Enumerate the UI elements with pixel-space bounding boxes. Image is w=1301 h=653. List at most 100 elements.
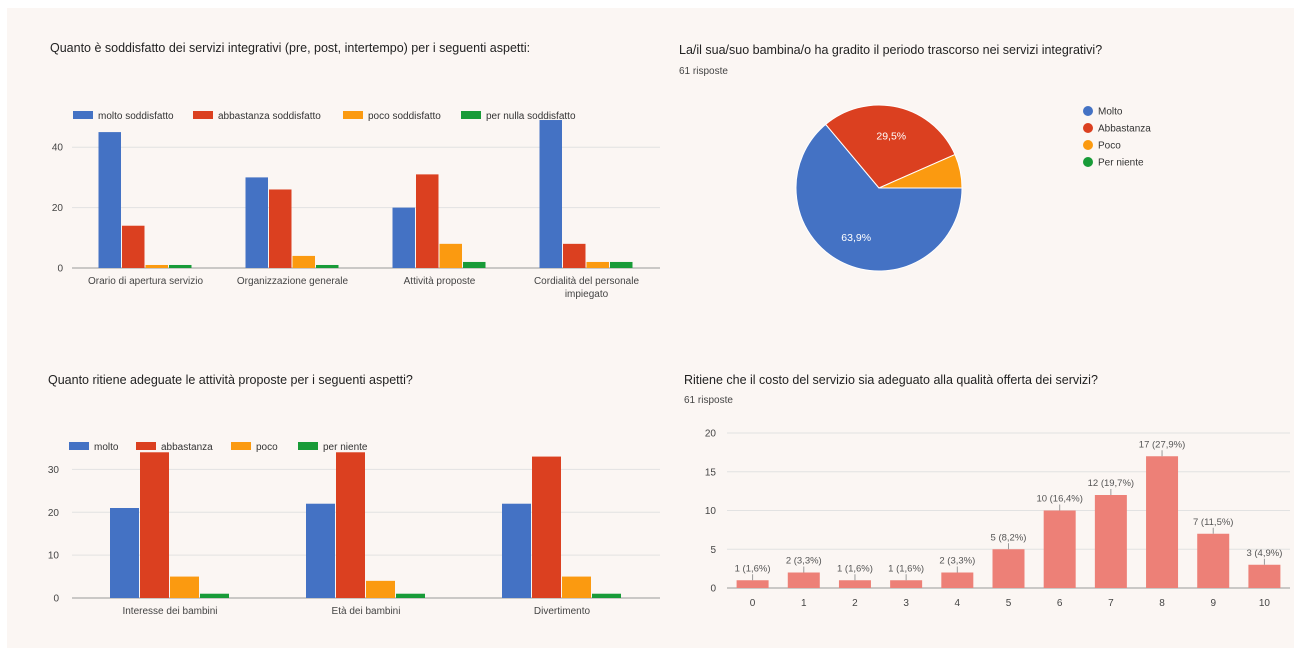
bar [1146,456,1179,588]
bar [586,261,609,268]
x-tick-label: 3 [903,598,909,609]
y-tick-label: 20 [52,203,64,214]
legend-label: molto soddisfatto [98,111,174,122]
bar [1094,495,1127,588]
x-tick-label: 2 [852,598,858,609]
x-tick-label: 9 [1210,598,1216,609]
bar [502,503,531,598]
bar [1043,510,1076,588]
x-tick-label: 1 [801,598,807,609]
legend-label: molto [94,442,119,453]
bar [306,503,335,598]
legend-dot [1083,157,1093,167]
data-label: 7 (11,5%) [1193,517,1233,528]
data-label: 12 (19,7%) [1088,478,1134,489]
legend-swatch [136,442,156,450]
chart-cost-subtitle: 61 risposte [684,395,733,406]
bar [787,572,820,588]
chart-activities-title: Quanto ritiene adeguate le attività prop… [48,373,413,387]
x-tick-label: 7 [1108,598,1114,609]
legend-label: abbastanza soddisfatto [218,111,321,122]
bar [98,132,121,268]
data-label: 1 (1,6%) [837,563,873,574]
bar [532,456,561,598]
x-tick-label: 5 [1006,598,1012,609]
legend-label: poco soddisfatto [368,111,441,122]
x-tick-label: 8 [1159,598,1165,609]
y-tick-label: 20 [705,429,717,440]
bar [245,177,268,268]
chart-satisfaction: Quanto è soddisfatto dei servizi integra… [50,41,660,300]
legend-label: per nulla soddisfatto [486,111,576,122]
bar [170,576,199,598]
legend-swatch [461,111,481,119]
data-label: 1 (1,6%) [735,563,771,574]
bar [941,572,974,588]
bar [838,580,871,588]
legend-label: Molto [1098,107,1123,118]
x-tick-label: Orario di apertura servizio [88,276,203,287]
bar [110,508,139,598]
x-tick-label: Attività proposte [404,276,476,287]
legend-dot [1083,140,1093,150]
x-tick-label: Organizzazione generale [237,276,349,287]
chart-cost: Ritiene che il costo del servizio sia ad… [684,373,1290,609]
bar [1248,564,1281,588]
x-tick-label: Età dei bambini [332,606,401,617]
legend-swatch [73,111,93,119]
bar [416,174,439,268]
x-tick-label: impiegato [565,289,609,300]
y-tick-label: 10 [705,506,717,517]
data-label: 1 (1,6%) [888,563,924,574]
pie-slice [878,153,963,189]
legend-label: Per niente [1098,158,1144,169]
bar [610,261,633,268]
data-label: 3 (4,9%) [1246,548,1282,559]
legend-swatch [69,442,89,450]
chart-satisfaction-title: Quanto è soddisfatto dei servizi integra… [50,41,530,55]
pie-slice-label: 63,9% [841,232,871,244]
legend-swatch [193,111,213,119]
bar [592,593,621,598]
bar [1197,533,1230,588]
legend-swatch [231,442,251,450]
data-label: 17 (27,9%) [1139,439,1185,450]
x-tick-label: Interesse dei bambini [122,606,217,617]
data-label: 2 (3,3%) [939,556,975,567]
chart-enjoyment-subtitle: 61 risposte [679,66,728,77]
x-tick-label: 10 [1259,598,1271,609]
bar [169,264,192,268]
legend-label: Poco [1098,141,1121,152]
bar [736,580,769,588]
chart-cost-title: Ritiene che il costo del servizio sia ad… [684,373,1098,387]
chart-enjoyment-pie: La/il sua/suo bambina/o ha gradito il pe… [679,43,1151,272]
chart-activities: Quanto ritiene adeguate le attività prop… [48,373,660,617]
pie-slice [824,104,956,189]
bar [562,576,591,598]
legend-label: Abbastanza [1098,124,1151,135]
y-tick-label: 10 [48,551,60,562]
bar [336,452,365,598]
chart-enjoyment-title: La/il sua/suo bambina/o ha gradito il pe… [679,43,1102,57]
legend-label: per niente [323,442,368,453]
legend-label: poco [256,442,278,453]
bar [140,452,169,598]
y-tick-label: 15 [705,467,717,478]
x-tick-label: Divertimento [534,606,591,617]
x-tick-label: 0 [750,598,756,609]
y-tick-label: 30 [48,465,60,476]
bar [463,261,486,268]
bar [396,593,425,598]
bar [366,580,395,598]
bar [890,580,923,588]
legend-dot [1083,123,1093,133]
y-tick-label: 0 [710,584,716,595]
bar [992,549,1025,588]
pie-slice [795,123,963,272]
charts-panel [7,8,1294,648]
legend-swatch [298,442,318,450]
bar [563,243,586,268]
bar [145,264,168,268]
data-label: 10 (16,4%) [1036,494,1082,505]
